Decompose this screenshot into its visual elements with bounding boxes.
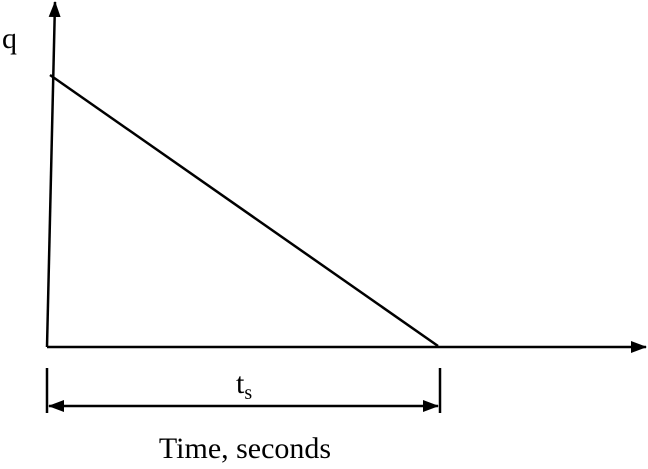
x-axis-label: Time, seconds bbox=[159, 432, 331, 465]
y-axis-label: q bbox=[2, 22, 17, 55]
falling-limb-line bbox=[49, 73, 439, 348]
duration-label-sub: s bbox=[244, 382, 252, 404]
duration-label: ts bbox=[236, 367, 252, 404]
y-axis bbox=[45, 1, 61, 348]
duration-label-main: t bbox=[236, 367, 245, 400]
